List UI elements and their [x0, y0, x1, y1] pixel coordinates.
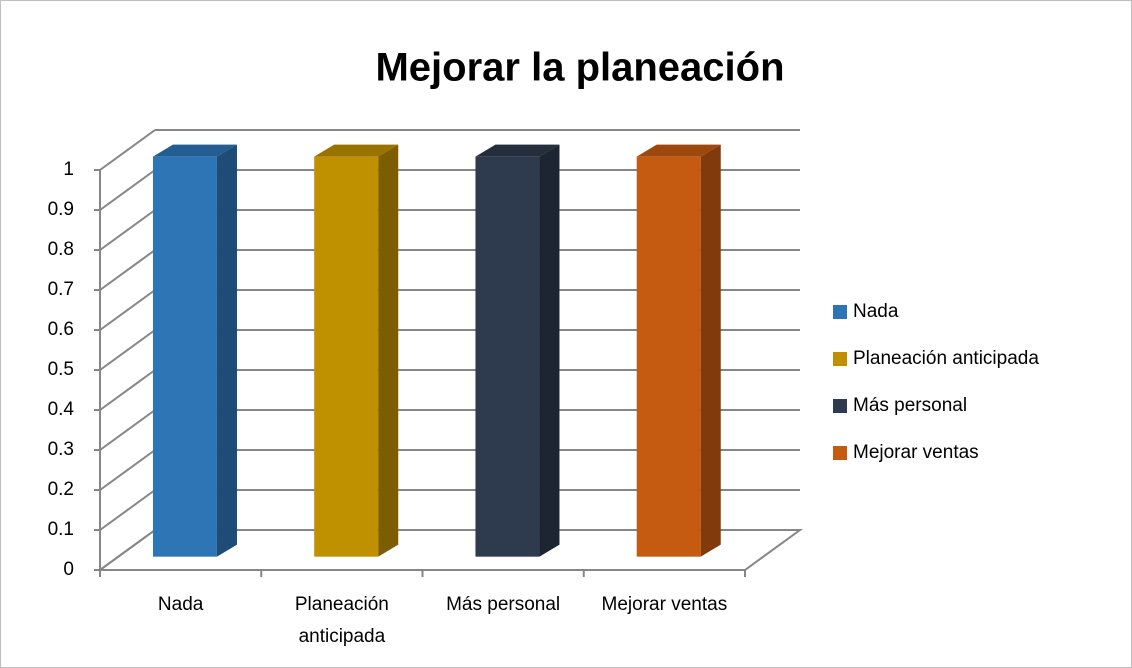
y-tick-label: 0.7 [48, 279, 74, 300]
side-grid-line [99, 529, 156, 571]
x-tick-label: Mejorar ventas [602, 594, 728, 615]
bar-top [314, 144, 399, 157]
legend-label: Nada [853, 301, 899, 322]
bar [314, 156, 379, 557]
legend-swatch [833, 399, 847, 413]
bar-side-shade [700, 144, 721, 557]
bar-top [475, 144, 560, 157]
bar-top-shade [636, 144, 721, 157]
bar [636, 156, 701, 557]
side-grid-line [99, 169, 156, 211]
side-grid-line [99, 329, 156, 371]
side-grid-line [99, 289, 156, 331]
y-tick-label: 0.9 [48, 199, 74, 220]
side-grid-line [99, 409, 156, 451]
bar-top [152, 144, 237, 157]
bar [152, 156, 217, 557]
y-tick-label: 0.1 [48, 519, 74, 540]
side-grid-line [99, 209, 156, 251]
legend-swatch [833, 446, 847, 460]
legend-swatch [833, 305, 847, 319]
bar-side-shade [539, 144, 560, 557]
y-tick-label: 0.2 [48, 479, 74, 500]
bar-top-shade [314, 144, 399, 157]
bar-top [636, 144, 721, 157]
legend-label: Mejorar ventas [853, 442, 979, 463]
bar-side [539, 144, 560, 557]
legend-label: Más personal [853, 395, 967, 416]
y-tick-label: 0 [63, 559, 74, 580]
bar-side [378, 144, 399, 557]
x-tick-label: Planeación anticipada [295, 594, 389, 647]
side-grid-line [99, 129, 156, 171]
bar-top-shade [475, 144, 560, 157]
legend-label: Planeación anticipada [853, 348, 1039, 369]
side-grid-line [99, 449, 156, 491]
side-grid-line [99, 489, 156, 531]
y-tick-label: 0.4 [48, 399, 75, 420]
chart-title: Mejorar la planeación [375, 46, 784, 90]
y-tick-label: 0.5 [48, 359, 74, 380]
bar-side-shade [216, 144, 237, 557]
x-tick-label: Más personal [446, 594, 560, 615]
y-tick-label: 0.6 [48, 319, 74, 340]
bar-side-shade [378, 144, 399, 557]
side-grid-line [99, 249, 156, 291]
bar-top-shade [152, 144, 237, 157]
side-grid-line [99, 369, 156, 411]
bar [475, 156, 540, 557]
legend-swatch [833, 352, 847, 366]
y-tick-label: 0.3 [48, 439, 74, 460]
bar-side [216, 144, 237, 557]
y-tick-label: 0.8 [48, 239, 74, 260]
x-tick-label: Nada [158, 594, 204, 615]
y-tick-label: 1 [63, 159, 74, 180]
bar-side [700, 144, 721, 557]
